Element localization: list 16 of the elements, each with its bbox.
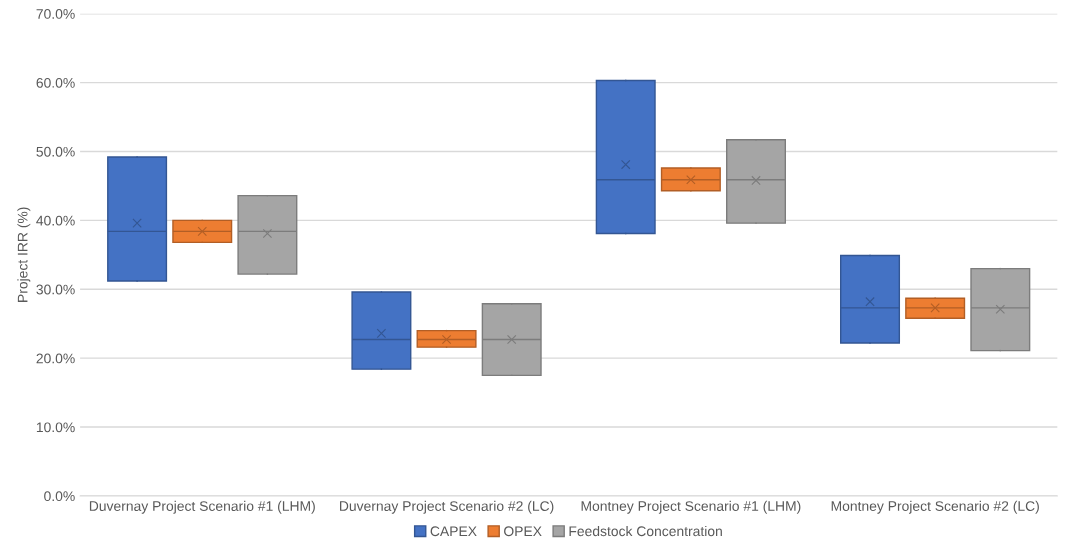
y-tick-label: 10.0% (36, 422, 75, 433)
legend-label: OPEX (504, 526, 542, 537)
y-tick-label: 20.0% (36, 353, 75, 364)
y-tick-label: 70.0% (36, 9, 75, 19)
y-axis-title: Project IRR (%) (17, 207, 31, 302)
x-tick-label: Montney Project Scenario #1 (LHM) (581, 500, 801, 514)
y-tick-label: 30.0% (36, 284, 75, 295)
y-tick-label: 0.0% (44, 491, 75, 502)
y-tick-label: 40.0% (36, 215, 75, 226)
x-tick-label: Duvernay Project Scenario #2 (LC) (340, 500, 554, 514)
x-tick-label: Montney Project Scenario #2 (LC) (831, 500, 1039, 514)
x-tick-label: Duvernay Project Scenario #1 (LHM) (89, 500, 315, 514)
y-tick-label: 50.0% (36, 146, 75, 157)
legend-label: CAPEX (430, 526, 477, 537)
legend-label: Feedstock Concentration (569, 525, 722, 537)
y-tick-label: 60.0% (36, 77, 75, 88)
